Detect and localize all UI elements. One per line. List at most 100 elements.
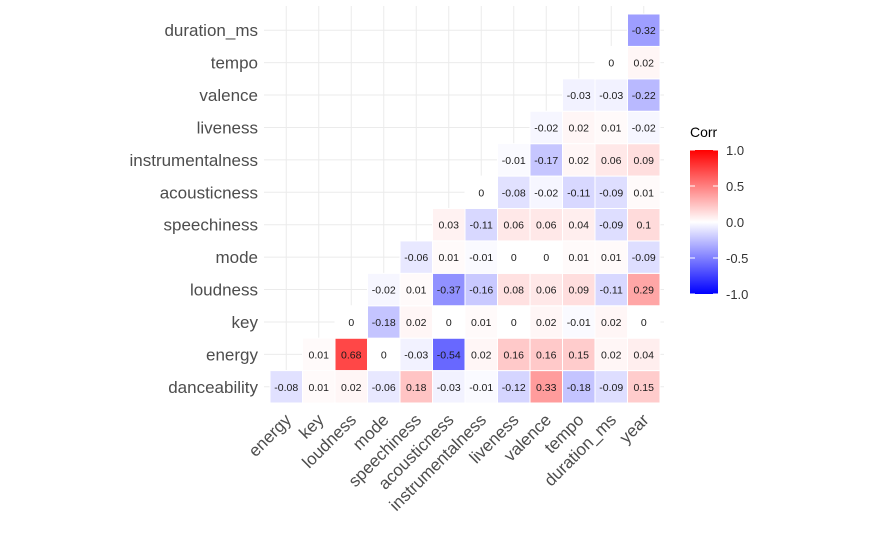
x-axis-label: year <box>616 410 653 447</box>
heatmap-cell <box>302 370 336 404</box>
cell-value-label: 0.09 <box>569 285 590 297</box>
heatmap-cell <box>627 240 661 274</box>
heatmap-cell <box>529 370 563 404</box>
cell-value-label: -0.22 <box>632 90 656 102</box>
cell-value-label: 0.01 <box>569 252 590 264</box>
cell-value-label: 0.68 <box>341 349 362 361</box>
heatmap-cell <box>399 240 433 274</box>
legend-ticks: 1.0 0.5 0.0 -0.5 -1.0 <box>690 143 748 302</box>
cell-value-label: 0.02 <box>601 317 622 329</box>
cell-value-label: 0 <box>381 349 387 361</box>
heatmap-cell <box>594 110 628 145</box>
cell-value-label: 0.02 <box>634 58 655 70</box>
cell-value-label: 0.01 <box>309 349 330 361</box>
cell-value-label: 0.06 <box>504 220 525 232</box>
heatmap-cell <box>399 305 433 339</box>
cell-value-label: -0.09 <box>632 252 656 264</box>
cell-value-label: -0.03 <box>599 90 623 102</box>
cell-value-label: -0.18 <box>567 382 591 394</box>
cell-value-label: -0.06 <box>404 252 428 264</box>
cell-value-label: 0.15 <box>634 382 655 394</box>
heatmap-cell <box>562 240 596 274</box>
heatmap-cell <box>529 208 563 242</box>
cell-value-label: -0.02 <box>534 122 558 134</box>
legend-tick-label: -0.5 <box>726 251 748 266</box>
cell-value-label: 0.1 <box>636 220 651 232</box>
heatmap-cell <box>399 337 433 372</box>
cell-value-label: 0.15 <box>569 349 590 361</box>
y-axis-label: valence <box>199 86 258 105</box>
heatmap-cell <box>594 272 628 307</box>
heatmap-cell <box>399 272 433 307</box>
cell-value-label: -0.08 <box>502 187 526 199</box>
x-axis-labels: energy keyloudnessmodespeechinessacoustic… <box>245 410 653 515</box>
y-axis-label: liveness <box>197 118 258 137</box>
cell-value-label: -0.11 <box>470 220 493 232</box>
y-axis-label: key <box>232 313 259 332</box>
x-axis-label: energy <box>245 410 296 461</box>
cell-value-label: -0.08 <box>274 382 298 394</box>
heatmap-cell <box>497 240 531 274</box>
heatmap-cells: -0.08 0.01 0.02 -0.06 0.18 -0.03 -0.01 -0.12 0.3… <box>269 13 661 404</box>
cell-value-label: 0 <box>543 252 549 264</box>
heatmap-cell <box>432 272 466 307</box>
heatmap-cell <box>594 175 628 209</box>
heatmap-cell <box>529 272 563 307</box>
cell-value-label: 0.01 <box>601 122 622 134</box>
cell-value-label: 0.29 <box>634 285 655 297</box>
cell-value-label: 0.02 <box>601 349 622 361</box>
heatmap-cell <box>627 370 661 404</box>
heatmap-cell <box>529 337 563 372</box>
cell-value-label: 0 <box>511 317 517 329</box>
heatmap-cell <box>594 305 628 339</box>
heatmap-cell <box>464 208 498 242</box>
cell-value-label: -0.02 <box>632 122 656 134</box>
heatmap-cell <box>464 272 498 307</box>
heatmap-cell <box>627 13 661 47</box>
cell-value-label: 0.01 <box>406 285 427 297</box>
heatmap-cell <box>562 78 596 112</box>
cell-value-label: 0.06 <box>601 155 622 167</box>
cell-value-label: 0.04 <box>634 349 655 361</box>
cell-value-label: -0.09 <box>599 187 623 199</box>
heatmap-cell <box>562 110 596 145</box>
heatmap-cell <box>464 240 498 274</box>
heatmap-cell <box>562 208 596 242</box>
cell-value-label: 0.02 <box>471 349 492 361</box>
heatmap-cell <box>302 337 336 372</box>
heatmap-cell <box>497 143 531 177</box>
cell-value-label: -0.17 <box>534 155 558 167</box>
cell-value-label: 0.09 <box>634 155 655 167</box>
cell-value-label: -0.11 <box>567 187 590 199</box>
cell-value-label: 0.16 <box>536 349 557 361</box>
cell-value-label: -0.16 <box>469 285 493 297</box>
cell-value-label: 0.18 <box>406 382 427 394</box>
heatmap-cell <box>497 337 531 372</box>
heatmap-cell <box>367 272 401 307</box>
cell-value-label: -0.37 <box>437 285 461 297</box>
cell-value-label: 0.16 <box>504 349 525 361</box>
heatmap-cell <box>464 175 498 209</box>
heatmap-cell <box>529 175 563 209</box>
heatmap-cell <box>627 305 661 339</box>
cell-value-label: 0 <box>641 317 647 329</box>
cell-value-label: -0.18 <box>372 317 396 329</box>
cell-value-label: 0.01 <box>309 382 330 394</box>
heatmap-cell <box>464 305 498 339</box>
cell-value-label: -0.03 <box>437 382 461 394</box>
cell-value-label: 0.03 <box>439 220 460 232</box>
cell-value-label: 0 <box>608 58 614 70</box>
heatmap-cell <box>497 272 531 307</box>
cell-value-label: -0.01 <box>567 317 591 329</box>
heatmap-cell <box>594 143 628 177</box>
legend-tick-label: -1.0 <box>726 287 748 302</box>
cell-value-label: 0 <box>446 317 452 329</box>
y-axis-label: duration_ms <box>164 21 258 40</box>
cell-value-label: -0.32 <box>632 25 656 37</box>
y-axis-label: instrumentalness <box>129 151 258 170</box>
cell-value-label: 0.02 <box>569 155 590 167</box>
cell-value-label: 0.01 <box>634 187 655 199</box>
color-legend: Corr 1.0 0.5 0.0 -0.5 -1.0 <box>690 124 748 302</box>
heatmap-cell <box>627 208 661 242</box>
